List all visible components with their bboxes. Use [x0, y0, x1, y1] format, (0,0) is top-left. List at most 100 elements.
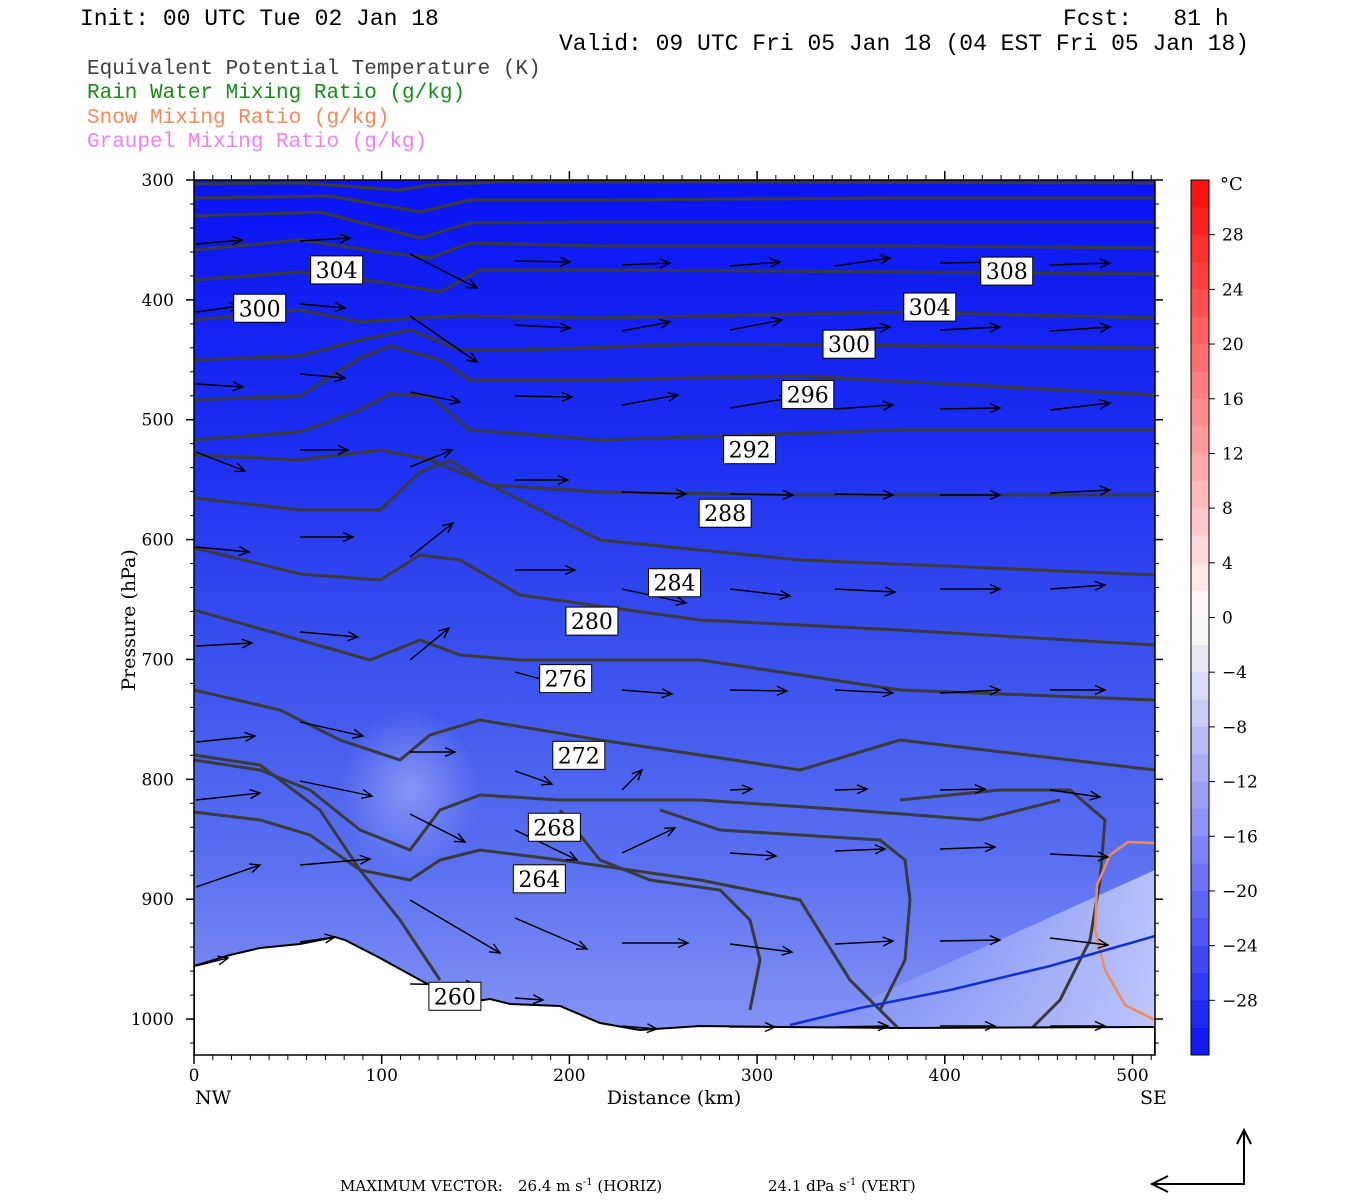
- colorbar-band: [1191, 480, 1209, 509]
- theta-e-contour-line: [194, 180, 1155, 192]
- theta-e-contour-line: [194, 753, 442, 981]
- contour-label-box: [428, 981, 482, 1011]
- wind-vector: [621, 391, 680, 406]
- wind-vector: [514, 994, 545, 1005]
- wind-vector: [621, 1023, 659, 1034]
- wind-vector: [621, 258, 672, 269]
- wind-vector: [940, 1020, 997, 1032]
- colorbar-band: [1191, 617, 1209, 646]
- contour-label: 264: [512, 864, 566, 894]
- wind-vector: [729, 316, 784, 331]
- theta-e-contour-line: [659, 808, 912, 1011]
- legend-snow: Snow Mixing Ratio (g/kg): [87, 107, 390, 130]
- colorbar-band: [1191, 699, 1209, 728]
- wind-vector: [729, 784, 754, 795]
- colorbar-band: [1191, 672, 1209, 701]
- wind-vector: [834, 844, 887, 855]
- x-tick-label: 100: [365, 1066, 397, 1086]
- wind-vector: [514, 917, 589, 950]
- contour-label: 268: [527, 812, 581, 842]
- colorbar-band: [1191, 644, 1209, 673]
- wind-vector: [1049, 789, 1102, 801]
- wind-vector: [730, 1021, 777, 1033]
- contour-label-box: [512, 864, 566, 894]
- wind-vector: [939, 685, 1002, 696]
- colorbar-label: 0: [1222, 609, 1233, 629]
- x-tick-label: 400: [929, 1066, 961, 1086]
- x-axis-label: Distance (km): [607, 1087, 742, 1109]
- wind-vector: [939, 842, 997, 853]
- colorbar-band: [1191, 863, 1209, 892]
- contour-label: 288: [698, 498, 752, 528]
- contour-label-text: 268: [533, 816, 575, 841]
- cold-pocket-shading: [340, 710, 480, 870]
- colorbar-band: [1191, 754, 1209, 783]
- legend-graupel: Graupel Mixing Ratio (g/kg): [87, 131, 428, 154]
- wind-vector: [834, 400, 895, 411]
- wind-vector: [195, 955, 230, 967]
- horiz-value: 26.4 m s: [518, 1177, 583, 1195]
- contour-label: 300: [822, 329, 876, 359]
- wind-vector: [195, 863, 262, 888]
- colorbar-band: [1191, 398, 1209, 427]
- wind-vector: [834, 586, 897, 597]
- contour-label-text: 300: [239, 297, 281, 322]
- wind-vector: [939, 935, 1002, 946]
- wind-vector: [939, 322, 1002, 333]
- max-vector-prefix: MAXIMUM VECTOR:: [340, 1177, 503, 1195]
- wind-vector: [729, 943, 794, 956]
- wind-vector: [195, 381, 245, 392]
- wind-vector: [299, 371, 347, 383]
- wind-vector: [299, 301, 347, 313]
- contour-label: 284: [648, 568, 701, 598]
- contour-label-text: 300: [828, 333, 870, 358]
- max-vector-horizontal: 26.4 m s-1 (HORIZ): [518, 1177, 662, 1195]
- wind-vector: [729, 489, 795, 500]
- wind-vector: [1049, 937, 1110, 949]
- terrain-mask: [194, 935, 1155, 1055]
- colorbar-band: [1191, 890, 1209, 919]
- x-tick-label: 500: [1116, 1066, 1148, 1086]
- wind-vector: [729, 257, 782, 268]
- valid-time: Valid: 09 UTC Fri 05 Jan 18 (04 EST Fri …: [559, 31, 1250, 57]
- legend-rain-water: Rain Water Mixing Ratio (g/kg): [87, 82, 466, 105]
- colorbar-band: [1191, 180, 1209, 208]
- vert-value: 24.1 dPa s: [768, 1177, 847, 1195]
- theta-e-contour-line: [194, 194, 1155, 214]
- wind-vector: [514, 391, 574, 402]
- wind-vector: [514, 829, 579, 861]
- wind-vector: [621, 318, 672, 332]
- contour-label-box: [233, 293, 287, 323]
- contour-label: 304: [310, 255, 364, 285]
- wind-vector: [1049, 580, 1107, 591]
- colorbar-label: −24: [1222, 937, 1258, 957]
- wind-vector: [409, 626, 451, 661]
- wind-vector: [939, 403, 1002, 414]
- max-vector-vertical: 24.1 dPa s-1 (VERT): [768, 1177, 916, 1195]
- wind-vector: [514, 322, 572, 333]
- theta-e-contour-line: [194, 328, 1155, 362]
- colorbar-label: −12: [1222, 773, 1258, 793]
- axes: 300 400 500 600 700 800 900 1000 0 100 200 300 400 50…: [131, 171, 1163, 1086]
- colorbar-band: [1191, 808, 1209, 837]
- colorbar-label: 12: [1222, 444, 1244, 464]
- x-endpoint-nw: NW: [195, 1087, 232, 1109]
- contour-label-text: 308: [986, 260, 1028, 285]
- wind-vector: [621, 827, 677, 854]
- wind-vector: [299, 780, 374, 799]
- colorbar-band: [1191, 234, 1209, 263]
- wind-vector: [1049, 851, 1110, 862]
- freezing-line: [789, 934, 1155, 1027]
- wind-vector: [729, 850, 778, 861]
- wind-vector: [299, 233, 352, 244]
- wind-vector: [940, 489, 1002, 501]
- wind-vector: [409, 253, 479, 289]
- colorbar-band: [1191, 508, 1209, 536]
- colorbar-label: 28: [1222, 226, 1244, 246]
- contour-label: 300: [233, 293, 287, 323]
- colorbar-band: [1191, 836, 1209, 865]
- colorbar: 28 24 20 16 12 8 4 0 −4 −8 −12 −16 −20 −24 −28: [1190, 179, 1258, 1056]
- horiz-exponent: -1: [582, 1177, 593, 1188]
- colorbar-label: 20: [1222, 335, 1244, 355]
